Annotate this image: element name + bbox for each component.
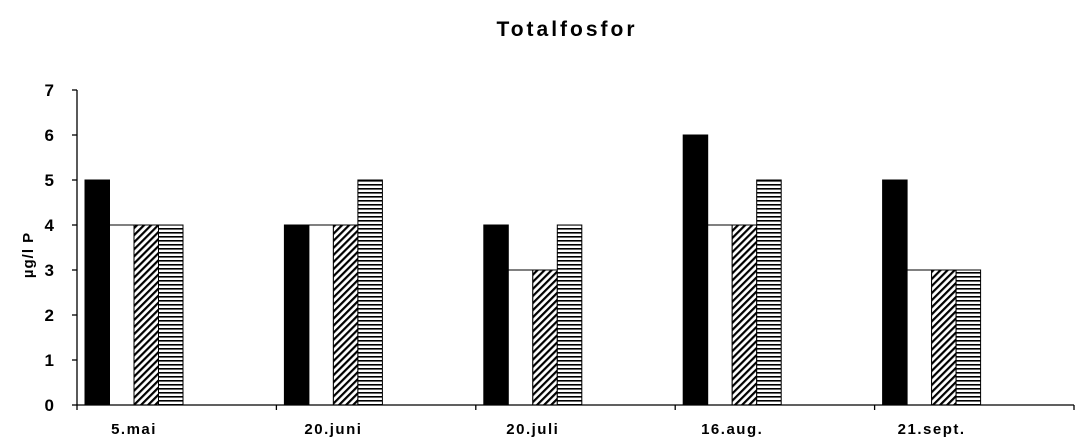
x-category-label: 20.juni: [304, 421, 362, 438]
y-axis: 0 1 2 3 4 5 6 7: [45, 81, 78, 415]
bar: [109, 224, 135, 406]
bar: [707, 224, 733, 406]
y-tick-label: 3: [45, 261, 54, 280]
bar: [84, 179, 110, 406]
y-axis-title: µg/l P: [20, 232, 37, 278]
bar: [283, 224, 310, 406]
bar: [158, 224, 184, 406]
y-tick-label: 6: [45, 126, 54, 145]
x-category-label: 5.mai: [111, 421, 157, 438]
bar: [133, 224, 159, 406]
bar: [682, 134, 709, 406]
bar: [507, 269, 534, 406]
bar: [731, 224, 758, 406]
y-tick-label: 2: [45, 306, 54, 325]
x-category-label: 21.sept.: [898, 421, 966, 438]
y-tick-label: 4: [45, 216, 55, 235]
bar: [756, 179, 782, 406]
x-category-label: 16.aug.: [701, 421, 763, 438]
bar: [532, 269, 558, 406]
bar: [906, 269, 933, 406]
chart-title: Totalfosfor: [496, 18, 637, 41]
y-tick-label: 0: [45, 396, 54, 415]
bar: [882, 179, 908, 406]
bar: [955, 269, 982, 406]
bar: [308, 224, 334, 406]
bar: [483, 224, 509, 406]
bar: [931, 269, 957, 406]
x-axis: 5.mai 20.juni 20.juli 16.aug. 21.sept.: [76, 404, 1075, 438]
y-tick-label: 7: [45, 81, 54, 100]
x-category-label: 20.juli: [506, 421, 559, 438]
bars: [84, 134, 982, 406]
bar: [556, 224, 583, 406]
y-tick-label: 5: [45, 171, 54, 190]
bar: [332, 224, 359, 406]
y-tick-label: 1: [45, 351, 54, 370]
bar: [357, 179, 383, 406]
